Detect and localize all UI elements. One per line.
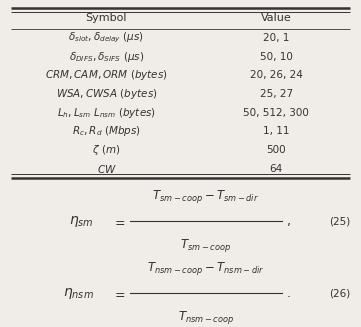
Text: Symbol: Symbol <box>86 13 127 24</box>
Text: 20, 1: 20, 1 <box>263 33 290 43</box>
Text: $=$: $=$ <box>112 287 126 300</box>
Text: $\mathit{CRM}, \mathit{CAM}, \mathit{ORM}\ \mathit{(bytes)}$: $\mathit{CRM}, \mathit{CAM}, \mathit{ORM… <box>45 68 168 82</box>
Text: $\delta_{slot}, \delta_{delay}\ (\mu s)$: $\delta_{slot}, \delta_{delay}\ (\mu s)$ <box>69 31 144 45</box>
Text: $R_c, R_d\ \mathit{(Mbps)}$: $R_c, R_d\ \mathit{(Mbps)}$ <box>72 124 141 138</box>
Text: 500: 500 <box>266 145 286 155</box>
Text: Value: Value <box>261 13 292 24</box>
Text: $T_{nsm-coop} - T_{nsm-dir}$: $T_{nsm-coop} - T_{nsm-dir}$ <box>147 260 265 277</box>
Text: (25): (25) <box>329 216 350 226</box>
Text: $=$: $=$ <box>112 215 126 228</box>
Text: 50, 512, 300: 50, 512, 300 <box>243 108 309 118</box>
Text: $T_{nsm-coop}$: $T_{nsm-coop}$ <box>178 309 234 326</box>
Text: $T_{sm-coop} - T_{sm-dir}$: $T_{sm-coop} - T_{sm-dir}$ <box>152 188 259 205</box>
Text: $\delta_{DIFS}, \delta_{SIFS}\ (\mu s)$: $\delta_{DIFS}, \delta_{SIFS}\ (\mu s)$ <box>69 50 144 64</box>
Text: 50, 10: 50, 10 <box>260 52 293 62</box>
Text: $T_{sm-coop}$: $T_{sm-coop}$ <box>180 237 231 254</box>
Text: $\eta_{nsm}$: $\eta_{nsm}$ <box>63 286 94 301</box>
Text: 1, 11: 1, 11 <box>263 126 290 136</box>
Text: 64: 64 <box>270 164 283 174</box>
Text: ,: , <box>287 215 291 228</box>
Text: .: . <box>287 287 291 300</box>
Text: 25, 27: 25, 27 <box>260 89 293 99</box>
Text: $\mathit{WSA}, \mathit{CWSA}\ \mathit{(bytes)}$: $\mathit{WSA}, \mathit{CWSA}\ \mathit{(b… <box>56 87 157 101</box>
Text: 20, 26, 24: 20, 26, 24 <box>250 70 303 80</box>
Text: (26): (26) <box>329 288 350 298</box>
Text: $\eta_{sm}$: $\eta_{sm}$ <box>69 214 94 229</box>
Text: $\zeta\ \mathit{(m)}$: $\zeta\ \mathit{(m)}$ <box>92 143 121 157</box>
Text: $L_h, L_{sm}\ L_{nsm}\ \mathit{(bytes)}$: $L_h, L_{sm}\ L_{nsm}\ \mathit{(bytes)}$ <box>57 106 156 120</box>
Text: $\mathit{CW}$: $\mathit{CW}$ <box>97 163 116 175</box>
